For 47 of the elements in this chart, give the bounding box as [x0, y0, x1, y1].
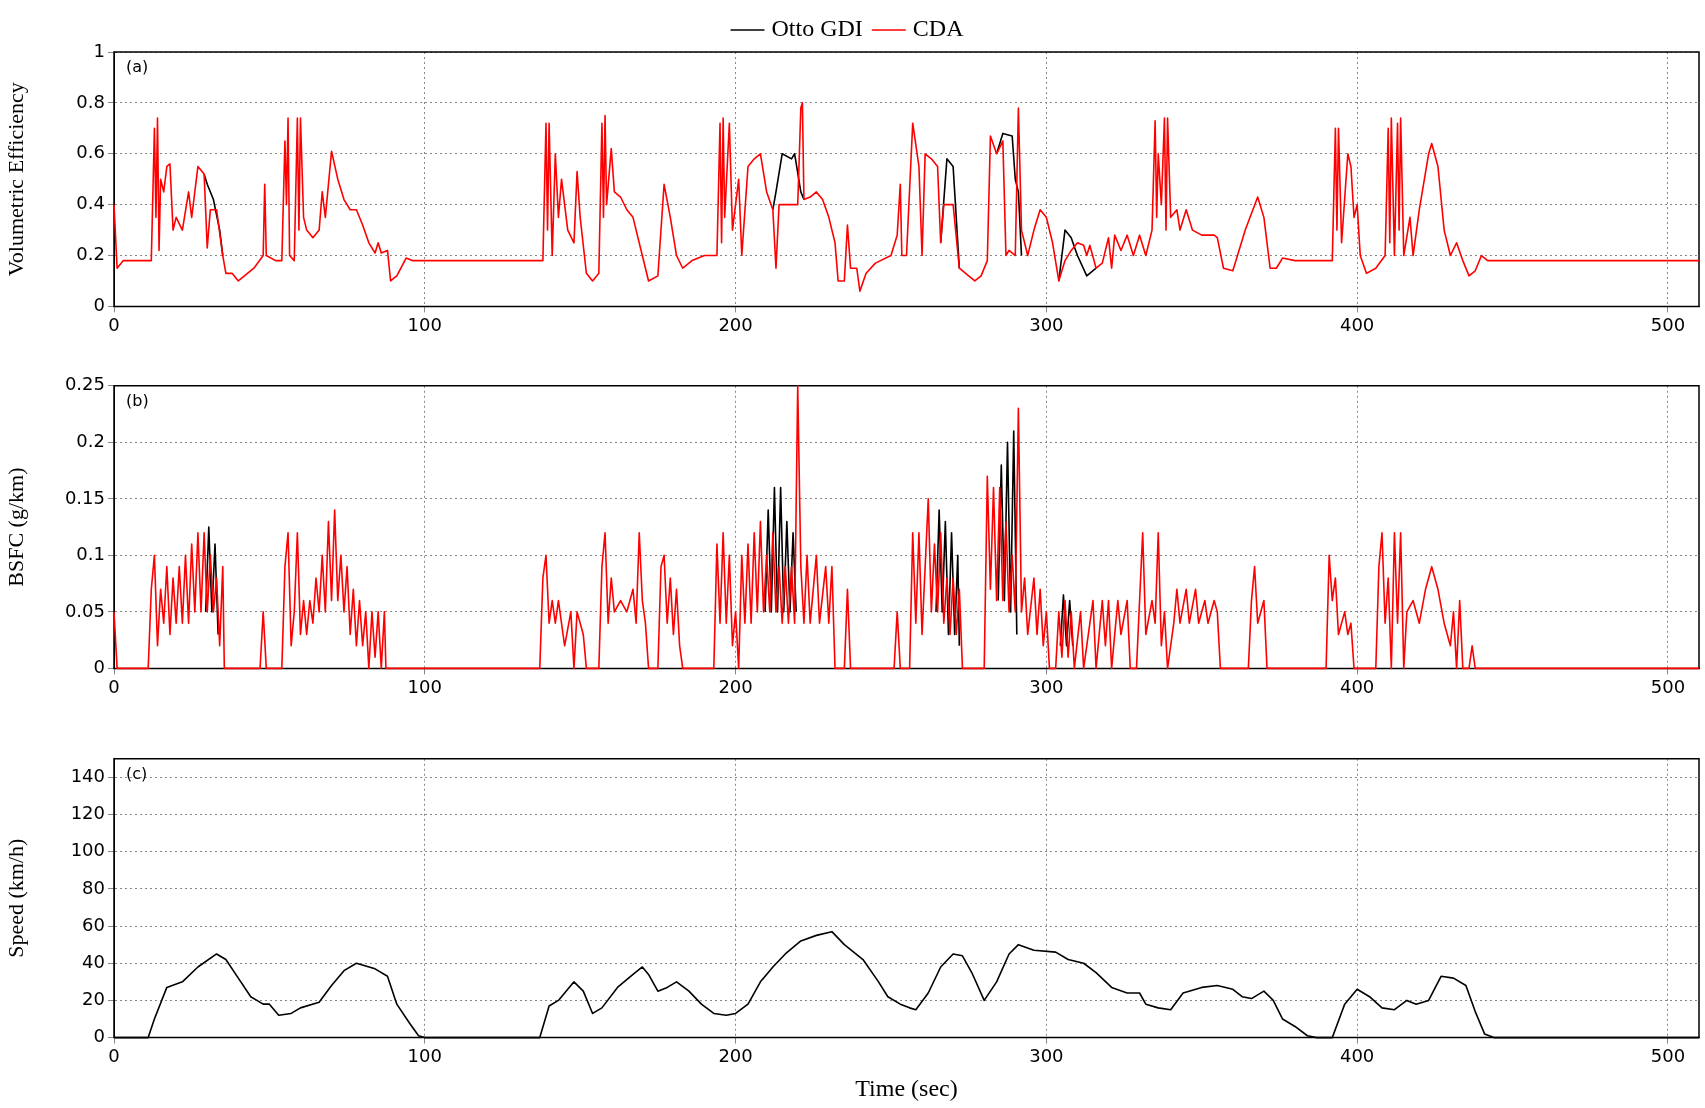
- x-tick-label: 300: [1029, 1045, 1064, 1067]
- y-tick-label: 0: [93, 294, 105, 316]
- y-tick-label: 60: [82, 913, 105, 935]
- x-tick-label: 400: [1339, 313, 1375, 335]
- x-tick-label: 100: [407, 675, 442, 697]
- x-tick-label: 0: [108, 1045, 120, 1067]
- y-tick-label: 20: [82, 988, 105, 1010]
- y-tick-label: 120: [70, 802, 105, 824]
- y-tick-label: 0.1: [76, 543, 105, 565]
- y-tick-label: 0.2: [76, 243, 105, 265]
- x-tick-label: 100: [407, 313, 442, 335]
- y-tick-label: 1: [93, 39, 105, 61]
- x-tick-label: 200: [718, 1045, 753, 1067]
- y-tick-label: 100: [70, 839, 105, 861]
- x-tick-label: 200: [718, 313, 753, 335]
- annotation: (a): [126, 57, 149, 77]
- x-tick-label: 500: [1650, 313, 1686, 335]
- x-tick-label: 500: [1650, 675, 1686, 697]
- y-axis-title: BSFC (g/km): [2, 467, 28, 587]
- annotation: (b): [126, 390, 149, 410]
- y-axis-title: Volumetric Efficiency: [2, 82, 28, 277]
- x-tick-label: 100: [407, 1045, 442, 1067]
- y-tick-label: 0: [93, 1025, 105, 1047]
- y-tick-label: 0.25: [64, 373, 105, 395]
- y-tick-label: 0.05: [64, 599, 105, 621]
- y-tick-label: 0.4: [76, 192, 105, 214]
- legend-label: CDA: [912, 15, 965, 42]
- x-tick-label: 400: [1339, 675, 1375, 697]
- x-tick-label: 200: [718, 675, 753, 697]
- x-tick-label: 400: [1339, 1045, 1375, 1067]
- y-tick-label: 80: [82, 876, 105, 898]
- x-tick-label: 0: [108, 675, 120, 697]
- y-tick-label: 140: [70, 765, 105, 787]
- x-tick-label: 300: [1029, 313, 1064, 335]
- y-axis-title: Speed (km/h): [2, 838, 28, 958]
- y-tick-label: 40: [82, 950, 105, 972]
- y-tick-label: 0: [93, 656, 105, 678]
- y-tick-label: 0.8: [76, 90, 105, 112]
- y-tick-label: 0.6: [76, 141, 105, 163]
- x-tick-label: 300: [1029, 675, 1064, 697]
- x-tick-label: 0: [108, 313, 120, 335]
- y-tick-label: 0.2: [76, 429, 105, 451]
- x-axis-title: Time (sec): [855, 1074, 958, 1101]
- x-tick-label: 500: [1650, 1045, 1686, 1067]
- y-tick-label: 0.15: [64, 486, 105, 508]
- legend-label: Otto GDI: [771, 15, 863, 42]
- annotation: (c): [126, 763, 148, 783]
